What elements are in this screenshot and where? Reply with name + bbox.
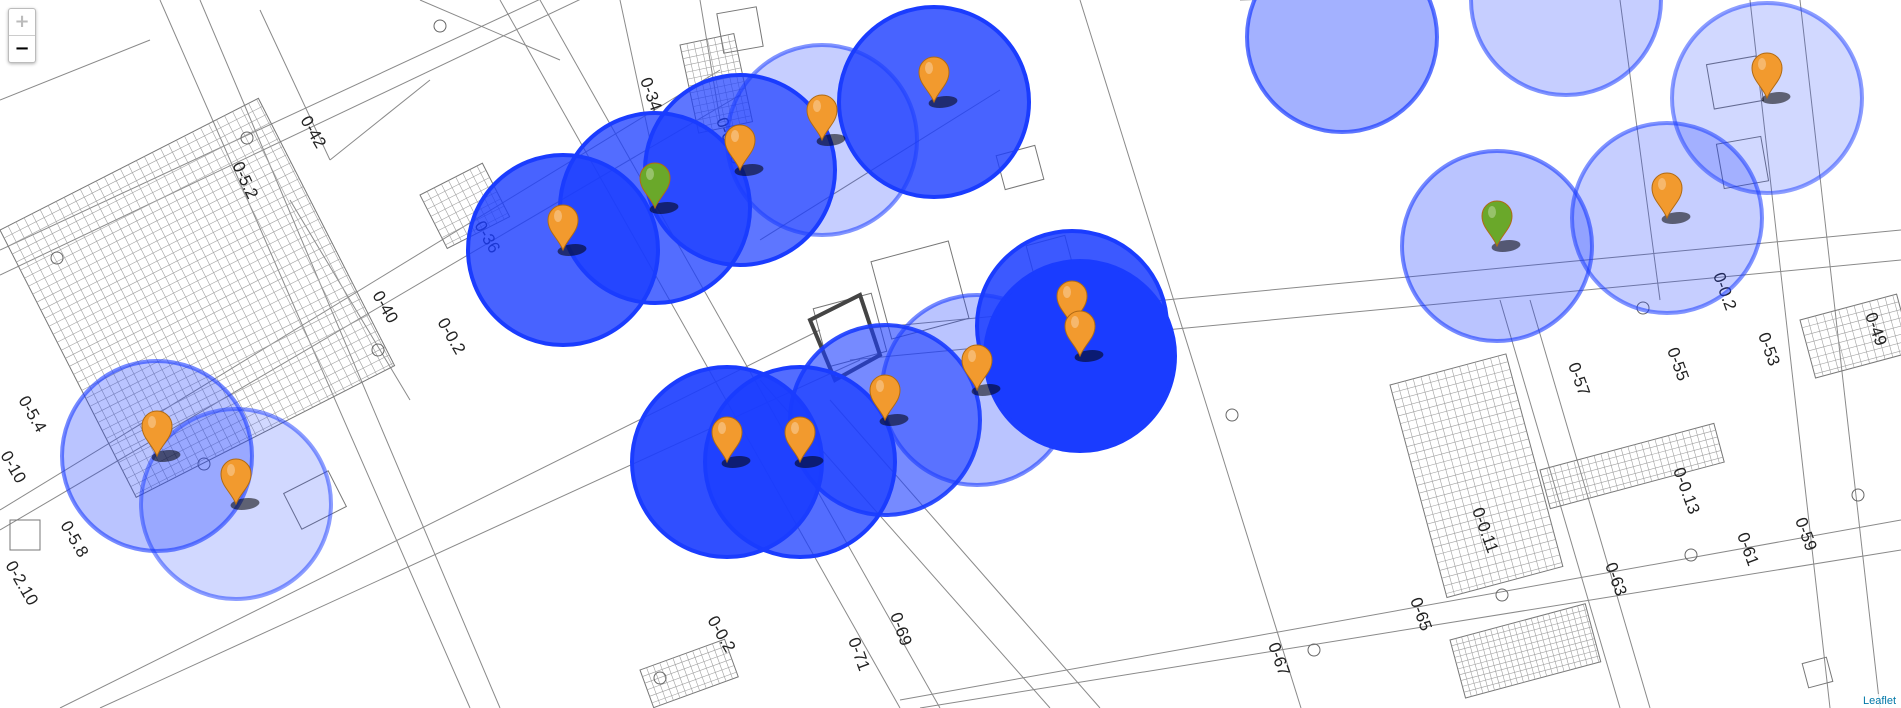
floor-plan-grid (1539, 422, 1725, 510)
accuracy-circle[interactable] (1245, 0, 1439, 134)
accuracy-circle[interactable] (1469, 0, 1663, 97)
accuracy-circle-layer (60, 0, 1864, 601)
floor-plan-grid (1389, 353, 1564, 599)
map-marker-green-icon[interactable] (639, 162, 681, 214)
column-marker (1684, 548, 1698, 562)
leaflet-link[interactable]: Leaflet (1862, 695, 1896, 707)
zoom-in-button[interactable]: + (14, 11, 30, 32)
map-marker-orange-icon[interactable] (1751, 52, 1793, 104)
column-marker (1495, 588, 1509, 602)
map-marker-orange-icon[interactable] (1651, 172, 1693, 224)
floor-plan-fixture (282, 470, 348, 530)
floor-plan-grid (639, 638, 739, 708)
floor-plan-grid (1449, 603, 1602, 699)
zoom-out-button[interactable]: − (9, 35, 35, 62)
map-marker-orange-icon[interactable] (1064, 310, 1106, 362)
map-marker-orange-icon[interactable] (918, 56, 960, 108)
map-marker-green-icon[interactable] (1481, 200, 1523, 252)
map-marker-orange-icon[interactable] (220, 458, 262, 510)
floor-plan-grid (0, 97, 396, 498)
column-marker (1851, 488, 1865, 502)
map-marker-orange-icon[interactable] (141, 410, 183, 462)
map-marker-orange-icon[interactable] (869, 374, 911, 426)
floor-plan-fixture (1801, 656, 1834, 689)
map-marker-orange-icon[interactable] (547, 204, 589, 256)
column-marker (50, 251, 64, 265)
attribution: Leaflet (1857, 694, 1901, 708)
column-marker (653, 671, 667, 685)
floor-plan-grid (1799, 293, 1901, 379)
map-marker-orange-icon[interactable] (806, 94, 848, 146)
map-marker-orange-icon[interactable] (724, 124, 766, 176)
floor-plan-fixture (870, 240, 970, 340)
map-marker-orange-icon[interactable] (961, 344, 1003, 396)
column-marker (197, 457, 211, 471)
map-marker-orange-icon[interactable] (784, 416, 826, 468)
column-marker (371, 343, 385, 357)
column-marker (240, 131, 254, 145)
map-marker-orange-icon[interactable] (711, 416, 753, 468)
zoom-control: + − (8, 8, 36, 63)
marker-pin-layer (141, 52, 1793, 510)
column-marker (1307, 643, 1321, 657)
floor-plan-fixture (9, 519, 41, 551)
column-marker (433, 19, 447, 33)
floor-plan-fixture (716, 6, 764, 54)
floor-plan-fixture (1715, 135, 1770, 190)
column-marker (1225, 408, 1239, 422)
